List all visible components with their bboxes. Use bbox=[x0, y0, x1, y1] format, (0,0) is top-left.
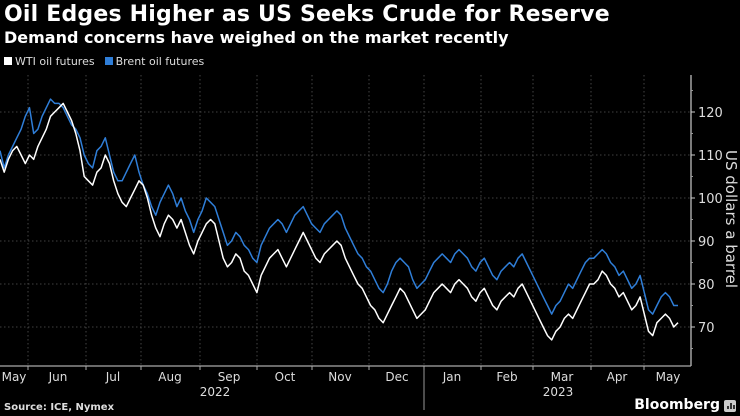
chart-title: Oil Edges Higher as US Seeks Crude for R… bbox=[4, 2, 610, 27]
x-tick-label: Nov bbox=[328, 370, 351, 384]
y-tick-label: 120 bbox=[698, 106, 723, 121]
legend-swatch-brent bbox=[104, 57, 113, 65]
x-tick-label: Feb bbox=[496, 370, 517, 384]
series-line-wti bbox=[0, 102, 679, 341]
x-tick-label: Aug bbox=[158, 370, 181, 384]
y-tick-label: 110 bbox=[698, 149, 723, 164]
y-tick-label: 90 bbox=[698, 235, 715, 250]
y-axis-title: US dollars a barrel bbox=[722, 150, 740, 288]
x-tick-label: May bbox=[2, 370, 27, 384]
x-tick-label: Jun bbox=[48, 370, 68, 384]
x-tick-label: Jan bbox=[442, 370, 462, 384]
x-tick-label: Jul bbox=[105, 370, 120, 384]
legend-item-brent[interactable]: Brent oil futures bbox=[104, 55, 205, 68]
x-tick-label: Apr bbox=[607, 370, 628, 384]
legend-swatch-wti bbox=[4, 57, 12, 65]
source-note: Source: ICE, Nymex bbox=[4, 402, 115, 413]
gridlines bbox=[0, 75, 691, 366]
legend-item-wti[interactable]: WTI oil futures bbox=[4, 55, 95, 68]
axis-labels: 70 80 90 100 110 120 US dollars a barrel May Jun… bbox=[2, 106, 740, 399]
x-tick-label: Oct bbox=[275, 370, 296, 384]
y-tick-label: 100 bbox=[698, 192, 723, 207]
year-label-2022: 2022 bbox=[200, 385, 231, 399]
legend-label-brent: Brent oil futures bbox=[115, 55, 205, 68]
chart-subtitle: Demand concerns have weighed on the mark… bbox=[4, 28, 509, 47]
legend: WTI oil futures Brent oil futures bbox=[4, 55, 204, 68]
bloomberg-chart-icon bbox=[724, 400, 736, 412]
series-lines bbox=[0, 98, 679, 341]
bloomberg-logo: Bloomberg bbox=[634, 397, 720, 413]
x-tick-label: Dec bbox=[385, 370, 408, 384]
axes bbox=[0, 75, 695, 410]
x-tick-label: May bbox=[656, 370, 681, 384]
y-tick-label: 70 bbox=[698, 321, 715, 336]
legend-label-wti: WTI oil futures bbox=[15, 55, 95, 68]
series-line-brent bbox=[0, 98, 678, 315]
year-label-2023: 2023 bbox=[543, 385, 574, 399]
y-tick-label: 80 bbox=[698, 278, 715, 293]
x-tick-label: Sep bbox=[218, 370, 241, 384]
x-tick-label: Mar bbox=[551, 370, 574, 384]
